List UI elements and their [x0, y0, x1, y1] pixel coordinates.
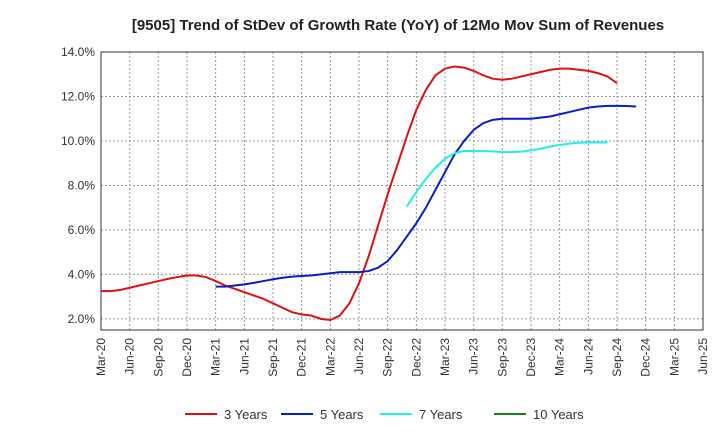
x-tick-label: Jun-23 — [467, 338, 481, 375]
x-tick-label: Dec-23 — [524, 338, 538, 377]
y-tick-label: 6.0% — [68, 223, 96, 237]
x-tick-label: Jun-22 — [352, 338, 366, 375]
x-tick-label: Mar-21 — [209, 338, 223, 376]
y-tick-label: 12.0% — [61, 89, 95, 103]
y-tick-label: 8.0% — [68, 178, 96, 192]
x-tick-label: Mar-24 — [553, 338, 567, 376]
legend-label: 7 Years — [419, 407, 463, 422]
x-tick-label: Dec-22 — [409, 338, 423, 377]
series-line-3-years — [101, 65, 618, 321]
x-tick-label: Sep-21 — [266, 338, 280, 377]
x-tick-label: Mar-20 — [94, 338, 108, 376]
series-layer — [101, 65, 637, 321]
x-tick-label: Jun-20 — [123, 338, 137, 375]
x-tick-label: Sep-24 — [610, 338, 624, 377]
grid — [101, 51, 703, 330]
x-tick-label: Jun-25 — [696, 338, 710, 375]
plot-frame — [100, 51, 704, 331]
x-tick-label: Mar-25 — [667, 338, 681, 376]
legend: 3 Years 5 Years 7 Years 10 Years — [185, 407, 584, 422]
x-tick-label: Sep-23 — [495, 338, 509, 377]
x-tick-label: Dec-24 — [639, 338, 653, 377]
legend-item: 7 Years — [380, 407, 463, 422]
y-tick-label: 10.0% — [61, 134, 95, 148]
x-tick-label: Mar-23 — [438, 338, 452, 376]
legend-label: 3 Years — [224, 407, 268, 422]
x-tick-label: Dec-21 — [295, 338, 309, 377]
series-line-7-years — [405, 141, 608, 208]
legend-item: 3 Years — [185, 407, 268, 422]
x-tick-label: Dec-20 — [180, 338, 194, 377]
x-tick-label: Jun-21 — [237, 338, 251, 375]
x-tick-label: Mar-22 — [323, 338, 337, 376]
y-tick-label: 14.0% — [61, 45, 95, 59]
series-line-5-years — [215, 104, 637, 288]
x-tick-label: Sep-20 — [151, 338, 165, 377]
y-axis: 2.0% 4.0% 6.0% 8.0% 10.0% 12.0% 14.0% — [61, 45, 95, 326]
x-tick-label: Jun-24 — [581, 338, 595, 375]
y-tick-label: 4.0% — [68, 267, 96, 281]
legend-item: 10 Years — [494, 407, 584, 422]
legend-item: 5 Years — [281, 407, 364, 422]
legend-label: 5 Years — [320, 407, 364, 422]
x-tick-label: Sep-22 — [381, 338, 395, 377]
chart-title: [9505] Trend of StDev of Growth Rate (Yo… — [132, 17, 664, 34]
x-axis: Mar-20 Jun-20 Sep-20 Dec-20 Mar-21 Jun-21 Sep-… — [94, 338, 710, 377]
y-tick-label: 2.0% — [68, 312, 96, 326]
legend-label: 10 Years — [533, 407, 584, 422]
